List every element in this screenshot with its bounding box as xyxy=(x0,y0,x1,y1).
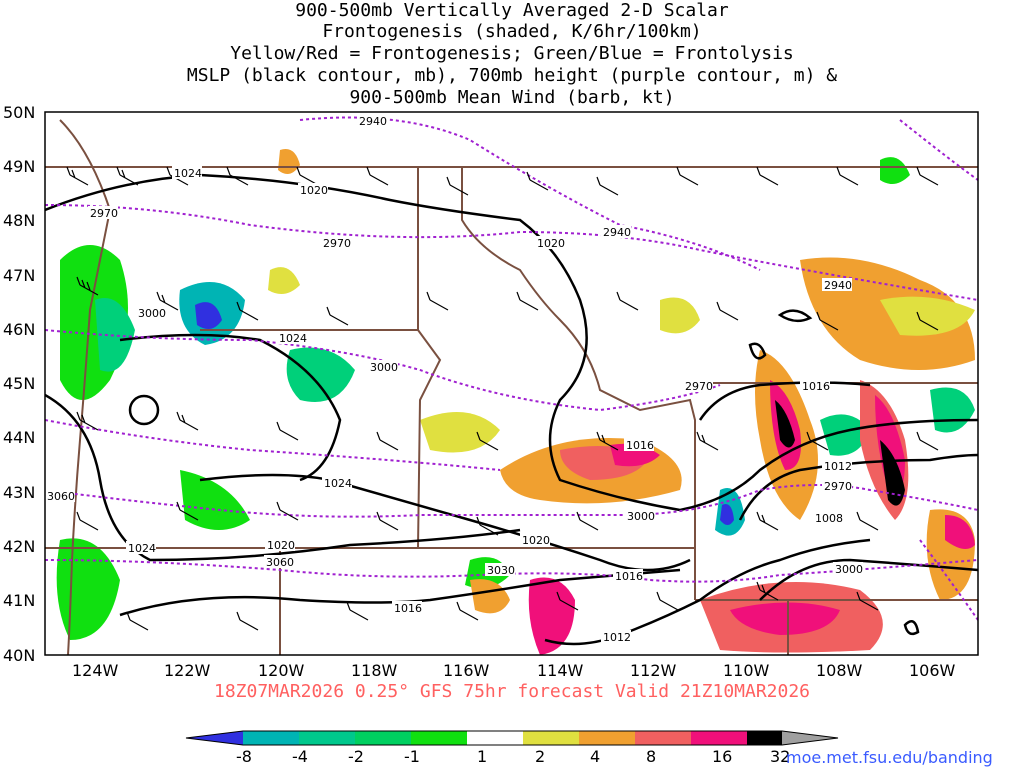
svg-text:42N: 42N xyxy=(3,537,35,556)
svg-text:2940: 2940 xyxy=(824,279,852,292)
svg-text:45N: 45N xyxy=(3,374,35,393)
svg-text:2970: 2970 xyxy=(824,480,852,493)
svg-text:4: 4 xyxy=(590,747,600,766)
title-line-2: Frontogenesis (shaded, K/6hr/100km) xyxy=(322,21,702,42)
svg-text:3000: 3000 xyxy=(835,563,863,576)
svg-text:-1: -1 xyxy=(404,747,420,766)
title-line-3: Yellow/Red = Frontogenesis; Green/Blue =… xyxy=(230,43,794,64)
svg-text:3030: 3030 xyxy=(487,564,515,577)
svg-text:2: 2 xyxy=(535,747,545,766)
svg-text:2970: 2970 xyxy=(323,237,351,250)
svg-text:46N: 46N xyxy=(3,320,35,339)
height-contours xyxy=(45,116,978,621)
svg-text:1020: 1020 xyxy=(537,237,565,250)
svg-text:48N: 48N xyxy=(3,211,35,230)
credit-link[interactable]: moe.met.fsu.edu/banding xyxy=(786,748,993,767)
svg-text:16: 16 xyxy=(712,747,732,766)
svg-text:112W: 112W xyxy=(630,661,677,680)
svg-text:1020: 1020 xyxy=(267,539,295,552)
svg-text:1020: 1020 xyxy=(522,534,550,547)
svg-text:2940: 2940 xyxy=(359,115,387,128)
latitude-axis: 50N 49N 48N 47N 46N 45N 44N 43N 42N 41N … xyxy=(3,103,35,665)
longitude-axis: 124W 122W 120W 118W 116W 114W 112W 110W … xyxy=(72,661,956,680)
map-frame xyxy=(44,111,979,656)
svg-text:1024: 1024 xyxy=(128,542,156,555)
svg-text:2970: 2970 xyxy=(685,380,713,393)
forecast-valid-footer: 18Z07MAR2026 0.25° GFS 75hr forecast Val… xyxy=(213,681,811,702)
svg-text:-4: -4 xyxy=(292,747,308,766)
svg-text:-8: -8 xyxy=(236,747,252,766)
mslp-contour-labels: 1024 1020 1020 1024 1024 1020 1020 1016 … xyxy=(126,166,852,644)
svg-text:3000: 3000 xyxy=(370,361,398,374)
svg-text:124W: 124W xyxy=(72,661,119,680)
frontogenesis-shading xyxy=(268,149,975,655)
svg-text:1024: 1024 xyxy=(324,477,352,490)
svg-text:3060: 3060 xyxy=(266,556,294,569)
colorbar: -8 -4 -2 -1 1 2 4 8 16 32 xyxy=(185,730,839,766)
svg-text:47N: 47N xyxy=(3,266,35,285)
svg-text:44N: 44N xyxy=(3,428,35,447)
svg-text:43N: 43N xyxy=(3,483,35,502)
svg-text:114W: 114W xyxy=(537,661,584,680)
mslp-contours xyxy=(45,173,978,646)
svg-text:1024: 1024 xyxy=(174,167,202,180)
svg-text:1016: 1016 xyxy=(802,380,830,393)
svg-text:106W: 106W xyxy=(909,661,956,680)
svg-text:1016: 1016 xyxy=(615,570,643,583)
svg-text:1: 1 xyxy=(477,747,487,766)
svg-text:50N: 50N xyxy=(3,103,35,122)
svg-text:116W: 116W xyxy=(443,661,490,680)
svg-text:41N: 41N xyxy=(3,591,35,610)
title-line-5: 900-500mb Mean Wind (barb, kt) xyxy=(349,87,675,108)
svg-text:122W: 122W xyxy=(164,661,211,680)
svg-text:1012: 1012 xyxy=(603,631,631,644)
svg-text:1020: 1020 xyxy=(300,184,328,197)
svg-text:120W: 120W xyxy=(258,661,305,680)
svg-text:1016: 1016 xyxy=(394,602,422,615)
title-line-1: 900-500mb Vertically Averaged 2-D Scalar xyxy=(295,0,729,21)
svg-text:108W: 108W xyxy=(816,661,863,680)
height-contour-labels: 2940 2970 2970 3000 3000 2940 2940 2970 … xyxy=(45,114,863,577)
svg-text:118W: 118W xyxy=(351,661,398,680)
title-line-4: MSLP (black contour, mb), 700mb height (… xyxy=(186,65,838,86)
svg-text:-2: -2 xyxy=(348,747,364,766)
svg-text:1016: 1016 xyxy=(626,439,654,452)
svg-text:1024: 1024 xyxy=(279,332,307,345)
svg-text:3060: 3060 xyxy=(47,490,75,503)
svg-text:1008: 1008 xyxy=(815,512,843,525)
svg-text:40N: 40N xyxy=(3,646,35,665)
svg-text:3000: 3000 xyxy=(138,307,166,320)
svg-text:2940: 2940 xyxy=(603,226,631,239)
svg-text:32: 32 xyxy=(770,747,790,766)
svg-text:3000: 3000 xyxy=(627,510,655,523)
svg-text:110W: 110W xyxy=(723,661,770,680)
svg-text:1012: 1012 xyxy=(824,460,852,473)
svg-text:2970: 2970 xyxy=(90,207,118,220)
map-area: 1024 1020 1020 1024 1024 1020 1020 1016 … xyxy=(45,114,978,655)
wind-barbs xyxy=(66,166,939,631)
svg-text:8: 8 xyxy=(646,747,656,766)
svg-text:49N: 49N xyxy=(3,157,35,176)
